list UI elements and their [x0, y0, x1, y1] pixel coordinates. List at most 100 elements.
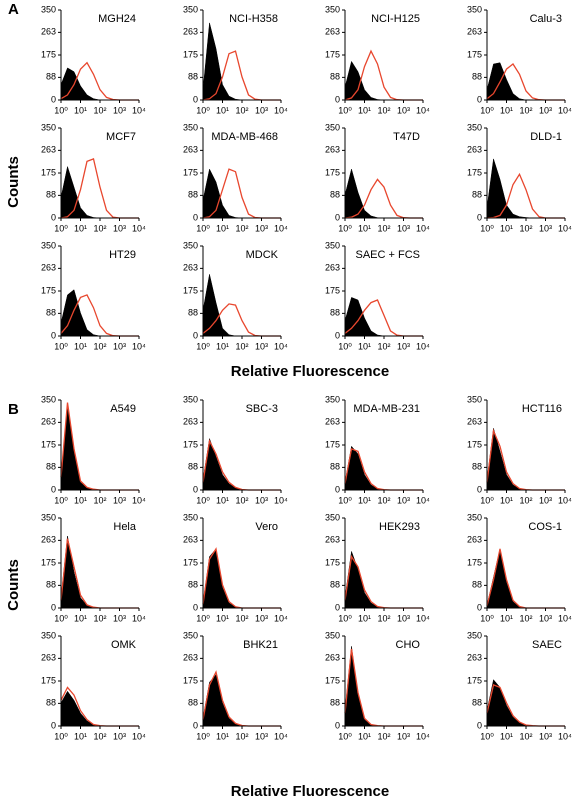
x-tick-label: 10²: [377, 223, 390, 233]
x-tick-label: 10³: [113, 223, 126, 233]
x-tick-label: 10³: [397, 495, 410, 505]
histogram-panel: 0 88 175 263 350 10⁰ 10¹ 10² 10³ 10⁴ MDA-MB-231: [325, 394, 430, 505]
y-tick-label: 263: [41, 145, 56, 155]
panel-title: MDCK: [246, 249, 279, 261]
histogram-panel: 0 88 175 263 350 10⁰ 10¹ 10² 10³ 10⁴ MGH24: [41, 4, 146, 115]
panel-title: DLD-1: [530, 131, 562, 143]
x-tick-label: 10⁰: [54, 105, 68, 115]
x-tick-label: 10³: [113, 731, 126, 741]
y-tick-label: 0: [193, 602, 198, 612]
x-tick-label: 10⁰: [338, 105, 352, 115]
x-tick-label: 10⁴: [274, 495, 288, 505]
y-tick-label: 175: [183, 557, 198, 567]
y-tick-label: 263: [41, 535, 56, 545]
y-tick-label: 88: [472, 462, 482, 472]
x-tick-label: 10¹: [216, 341, 229, 351]
x-tick-label: 10³: [539, 731, 552, 741]
panel-title: SBC-3: [246, 403, 278, 415]
y-tick-label: 263: [467, 417, 482, 427]
y-tick-label: 0: [193, 484, 198, 494]
y-tick-label: 175: [325, 557, 340, 567]
x-tick-label: 10³: [539, 495, 552, 505]
y-tick-label: 263: [41, 417, 56, 427]
x-tick-label: 10⁴: [132, 105, 146, 115]
x-tick-label: 10²: [377, 341, 390, 351]
x-tick-label: 10⁴: [416, 731, 430, 741]
y-tick-label: 263: [467, 653, 482, 663]
y-tick-label: 0: [51, 720, 56, 730]
y-tick-label: 175: [41, 285, 56, 295]
x-tick-label: 10⁰: [196, 731, 210, 741]
y-tick-label: 350: [183, 122, 198, 132]
panel-title: BHK21: [243, 639, 278, 651]
x-tick-label: 10⁴: [132, 341, 146, 351]
y-tick-label: 350: [41, 394, 56, 404]
y-tick-label: 88: [46, 462, 56, 472]
x-tick-label: 10⁴: [274, 105, 288, 115]
x-tick-label: 10¹: [358, 223, 371, 233]
x-tick-label: 10⁴: [558, 613, 572, 623]
y-tick-label: 350: [183, 240, 198, 250]
x-tick-label: 10²: [377, 495, 390, 505]
histogram-panel: 0 88 175 263 350 10⁰ 10¹ 10² 10³ 10⁴ T47D: [325, 122, 430, 233]
y-tick-label: 88: [188, 698, 198, 708]
histogram-area: [202, 22, 281, 101]
histogram-area: [60, 690, 139, 727]
x-tick-label: 10²: [377, 105, 390, 115]
panel-title: NCI-H125: [371, 13, 420, 25]
panel-label: A: [8, 1, 19, 18]
x-tick-label: 10⁰: [54, 341, 68, 351]
y-tick-label: 350: [325, 4, 340, 14]
y-tick-label: 88: [330, 308, 340, 318]
y-tick-label: 88: [46, 72, 56, 82]
x-tick-label: 10³: [539, 223, 552, 233]
panel-title: NCI-H358: [229, 13, 278, 25]
x-tick-label: 10²: [235, 495, 248, 505]
x-tick-label: 10²: [235, 613, 248, 623]
x-tick-label: 10¹: [74, 105, 87, 115]
x-tick-label: 10²: [519, 495, 532, 505]
x-tick-label: 10⁰: [196, 495, 210, 505]
x-tick-label: 10³: [397, 341, 410, 351]
y-tick-label: 88: [330, 462, 340, 472]
panel-title: Calu-3: [530, 13, 562, 25]
y-tick-label: 88: [188, 462, 198, 472]
x-tick-label: 10¹: [500, 731, 513, 741]
x-tick-label: 10¹: [216, 613, 229, 623]
y-tick-label: 88: [472, 580, 482, 590]
y-tick-label: 0: [193, 720, 198, 730]
y-tick-label: 350: [467, 394, 482, 404]
y-tick-label: 0: [335, 484, 340, 494]
x-tick-label: 10⁴: [132, 495, 146, 505]
y-tick-label: 263: [325, 653, 340, 663]
histogram-panel: 0 88 175 263 350 10⁰ 10¹ 10² 10³ 10⁴ SAEC + FCS: [325, 240, 430, 351]
y-tick-label: 263: [325, 417, 340, 427]
y-tick-label: 175: [41, 557, 56, 567]
y-tick-label: 350: [325, 394, 340, 404]
x-tick-label: 10⁰: [338, 613, 352, 623]
y-tick-label: 175: [467, 167, 482, 177]
panel-title: MCF7: [106, 131, 136, 143]
histogram-area: [344, 445, 423, 491]
y-tick-label: 350: [467, 122, 482, 132]
x-tick-label: 10⁰: [54, 223, 68, 233]
panel-title: CHO: [396, 639, 421, 651]
y-tick-label: 0: [335, 330, 340, 340]
y-tick-label: 175: [41, 49, 56, 59]
y-tick-label: 350: [41, 512, 56, 522]
histogram-panel: 0 88 175 263 350 10⁰ 10¹ 10² 10³ 10⁴ SBC-3: [183, 394, 288, 505]
histogram-area: [202, 674, 281, 727]
panel-label: B: [8, 401, 19, 418]
y-tick-label: 88: [46, 698, 56, 708]
x-tick-label: 10⁰: [480, 495, 494, 505]
y-tick-label: 175: [41, 675, 56, 685]
x-tick-label: 10⁴: [416, 613, 430, 623]
histogram-area: [202, 274, 281, 337]
y-tick-label: 88: [330, 190, 340, 200]
x-tick-label: 10⁴: [558, 105, 572, 115]
y-tick-label: 88: [46, 190, 56, 200]
histogram-area: [202, 438, 281, 491]
x-tick-label: 10³: [539, 105, 552, 115]
x-tick-label: 10²: [235, 105, 248, 115]
y-axis-label: Counts: [5, 156, 22, 208]
